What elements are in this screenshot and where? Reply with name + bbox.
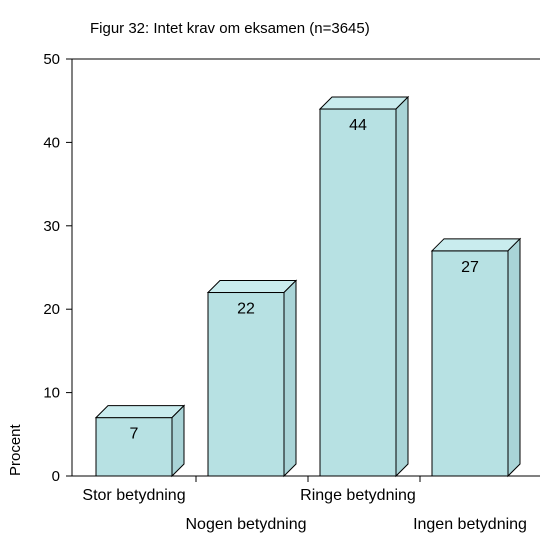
- bar: [319, 108, 397, 477]
- y-tick-label: 50: [43, 51, 60, 68]
- bar-value-label: 27: [461, 259, 479, 276]
- bar-value-label: 22: [237, 301, 255, 318]
- category-label: Nogen betydning: [186, 516, 307, 533]
- bar-top: [430, 238, 522, 252]
- y-axis: 0 10 20 30 40 50: [43, 51, 540, 485]
- bar-side: [395, 95, 409, 478]
- bar-top: [206, 280, 298, 294]
- y-tick-label: 10: [43, 385, 60, 402]
- category-label: Stor betydning: [82, 487, 185, 504]
- y-tick-label: 30: [43, 218, 60, 235]
- bar-top: [94, 405, 186, 419]
- x-axis: [72, 475, 540, 482]
- bar-side: [283, 279, 297, 478]
- y-tick-label: 0: [52, 468, 60, 485]
- y-tick-label: 40: [43, 134, 60, 151]
- bars: 7 22 44 27: [94, 95, 522, 478]
- bar-value-label: 44: [349, 117, 367, 134]
- bar-top: [318, 96, 410, 110]
- y-tick-label: 20: [43, 301, 60, 318]
- category-label: Ringe betydning: [300, 487, 416, 504]
- y-axis-label: Procent: [7, 423, 24, 476]
- bar-side: [507, 237, 521, 478]
- bar-value-label: 7: [130, 426, 139, 443]
- chart-title: Figur 32: Intet krav om eksamen (n=3645): [90, 20, 370, 37]
- category-label: Ingen betydning: [413, 516, 527, 533]
- bar: [207, 292, 285, 477]
- bar: [431, 250, 509, 477]
- bar-side: [171, 404, 185, 478]
